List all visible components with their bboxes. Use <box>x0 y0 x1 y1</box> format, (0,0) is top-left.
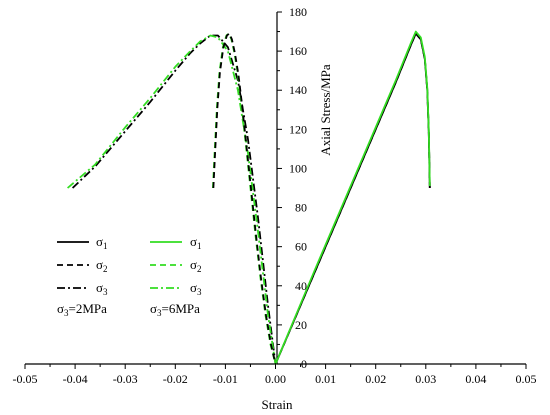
y-tick-label: 40 <box>295 279 307 293</box>
x-tick-label: 0.01 <box>315 372 336 386</box>
series-line <box>212 32 277 365</box>
y-tick-label: 120 <box>289 122 307 136</box>
axes: -0.05 -0.04 -0.03 -0.02 -0.01 0.00 0.01 0.02 0.0… <box>13 5 537 386</box>
x-tick-label: 0.00 <box>265 372 286 386</box>
legend-caption: σ3=6MPa <box>150 301 200 318</box>
x-tick-label: -0.03 <box>113 372 138 386</box>
y-tick-label: 0 <box>301 357 307 371</box>
legend-label: σ1 <box>96 234 108 251</box>
y-tick-label: 140 <box>289 83 307 97</box>
y-tick-label: 180 <box>289 5 307 19</box>
series-line <box>67 34 277 365</box>
legend-label: σ2 <box>96 257 108 274</box>
y-tick-label: 160 <box>289 44 307 58</box>
x-tick-label: -0.04 <box>63 372 88 386</box>
x-tick-label: 0.02 <box>365 372 386 386</box>
series-line <box>274 30 431 365</box>
y-tick-label: 80 <box>295 201 307 215</box>
series-layer <box>67 30 431 365</box>
x-tick-label: -0.01 <box>213 372 238 386</box>
x-tick-label: -0.05 <box>13 372 38 386</box>
series-line <box>71 34 277 365</box>
legend-label: σ2 <box>190 257 202 274</box>
legend: σ1 σ2 σ3 σ3=2MPa σ1 σ2 σ3 σ3=6MPa <box>57 234 202 318</box>
y-tick-label: 20 <box>295 318 307 332</box>
x-tick-label: 0.05 <box>516 372 537 386</box>
legend-label: σ1 <box>190 234 202 251</box>
y-axis-title: Axial Stress/MPa <box>318 64 333 156</box>
legend-caption: σ3=2MPa <box>57 301 107 318</box>
y-tick-label: 60 <box>295 240 307 254</box>
x-tick-label: 0.03 <box>415 372 436 386</box>
x-tick-label: -0.02 <box>163 372 188 386</box>
x-tick-label: 0.04 <box>465 372 486 386</box>
legend-label: σ3 <box>190 280 202 297</box>
legend-label: σ3 <box>96 280 108 297</box>
y-tick-label: 100 <box>289 161 307 175</box>
x-axis-title: Strain <box>261 397 293 412</box>
